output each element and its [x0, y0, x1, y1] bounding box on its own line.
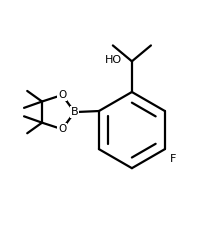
Text: F: F [170, 154, 177, 164]
Text: HO: HO [105, 55, 122, 65]
Text: O: O [58, 124, 66, 134]
Text: B: B [71, 107, 78, 117]
Text: O: O [58, 90, 66, 100]
